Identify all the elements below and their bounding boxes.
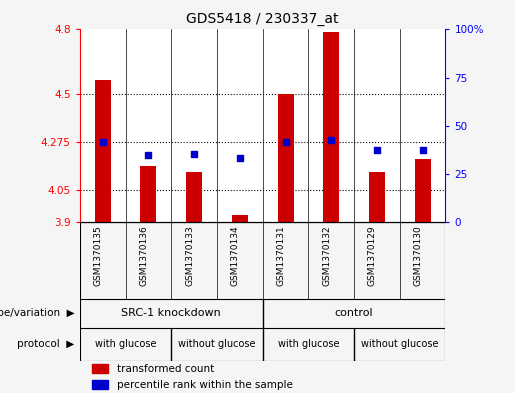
Bar bbox=[415, 159, 431, 222]
Text: with glucose: with glucose bbox=[95, 340, 156, 349]
Bar bbox=[278, 94, 294, 222]
Bar bbox=[92, 380, 108, 389]
Text: GSM1370130: GSM1370130 bbox=[414, 225, 423, 286]
Text: control: control bbox=[335, 309, 373, 318]
Text: GSM1370131: GSM1370131 bbox=[277, 225, 285, 286]
Point bbox=[419, 147, 427, 154]
Point bbox=[327, 136, 335, 143]
Text: GSM1370133: GSM1370133 bbox=[185, 225, 194, 286]
Bar bbox=[186, 172, 202, 222]
Point bbox=[144, 151, 152, 158]
Text: transformed count: transformed count bbox=[116, 364, 214, 373]
Text: GSM1370136: GSM1370136 bbox=[140, 225, 148, 286]
Text: without glucose: without glucose bbox=[178, 340, 255, 349]
Text: SRC-1 knockdown: SRC-1 knockdown bbox=[122, 309, 221, 318]
Bar bbox=[141, 166, 157, 222]
Title: GDS5418 / 230337_at: GDS5418 / 230337_at bbox=[186, 12, 339, 26]
Text: percentile rank within the sample: percentile rank within the sample bbox=[116, 380, 293, 389]
Bar bbox=[232, 215, 248, 222]
Point bbox=[281, 139, 289, 145]
Point bbox=[190, 151, 198, 157]
Point bbox=[373, 147, 381, 154]
Text: without glucose: without glucose bbox=[361, 340, 438, 349]
Text: protocol  ▶: protocol ▶ bbox=[18, 340, 75, 349]
Text: with glucose: with glucose bbox=[278, 340, 339, 349]
Text: GSM1370135: GSM1370135 bbox=[94, 225, 102, 286]
Text: GSM1370129: GSM1370129 bbox=[368, 225, 377, 286]
Bar bbox=[369, 172, 385, 222]
Bar bbox=[323, 31, 339, 222]
Text: GSM1370132: GSM1370132 bbox=[322, 225, 331, 286]
Text: GSM1370134: GSM1370134 bbox=[231, 225, 240, 286]
Bar bbox=[95, 80, 111, 222]
Text: genotype/variation  ▶: genotype/variation ▶ bbox=[0, 309, 75, 318]
Point bbox=[98, 139, 107, 145]
Point bbox=[236, 155, 244, 161]
Bar bbox=[92, 364, 108, 373]
